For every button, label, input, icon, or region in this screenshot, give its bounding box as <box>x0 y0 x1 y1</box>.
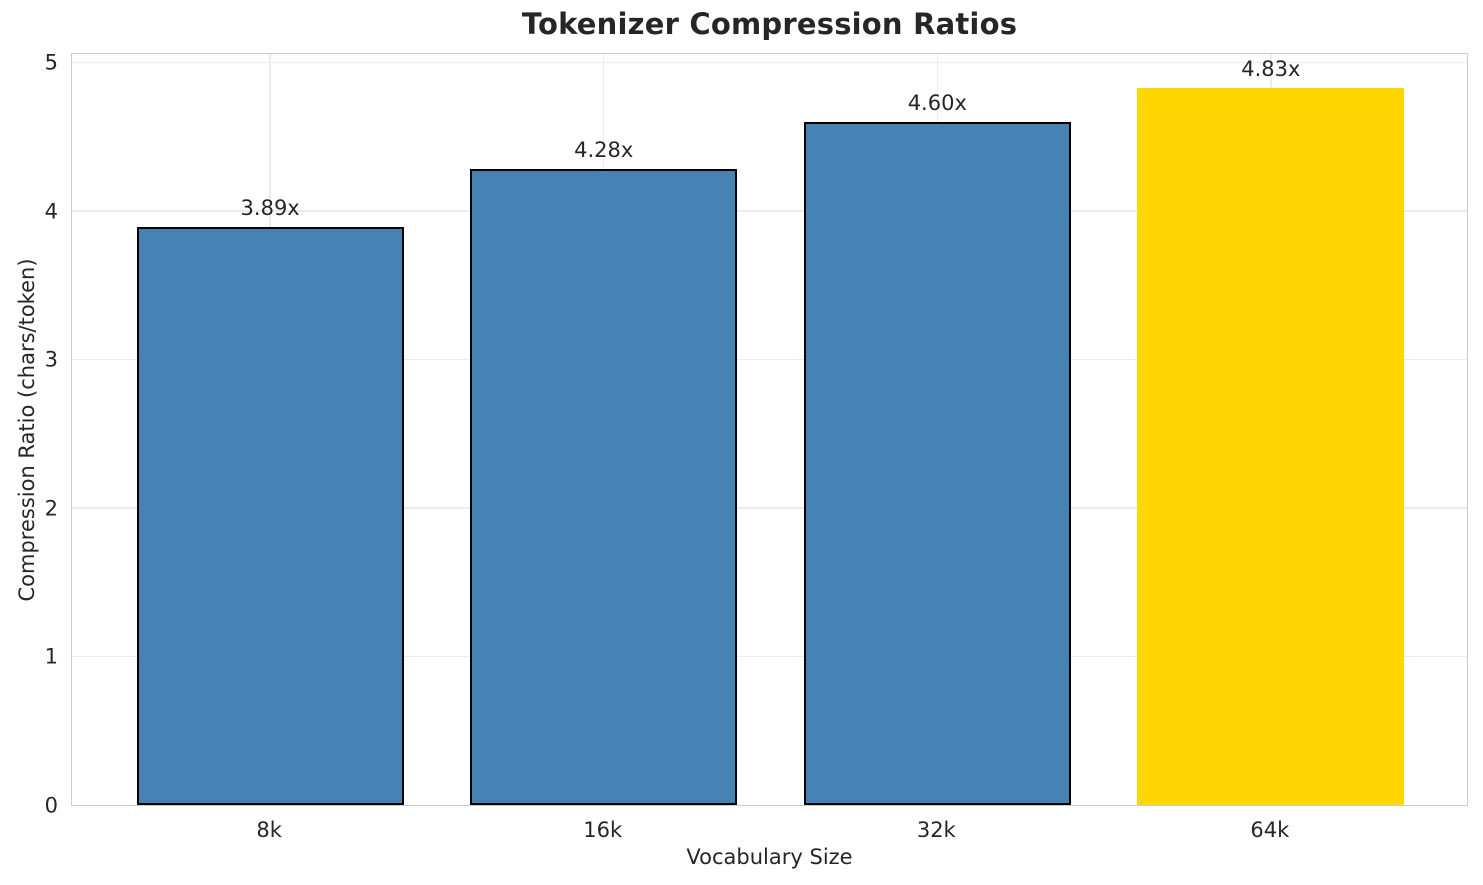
chart-title: Tokenizer Compression Ratios <box>521 7 1018 41</box>
y-tick-label-5: 5 <box>44 50 58 75</box>
x-axis-label: Vocabulary Size <box>686 845 853 869</box>
y-tick-label-0: 0 <box>44 793 58 818</box>
h-gridline-2 <box>72 507 1467 509</box>
x-tick-label-32k: 32k <box>916 818 956 842</box>
h-gridline-1 <box>72 655 1467 658</box>
y-tick-label-3: 3 <box>44 347 58 372</box>
bar-value-label-8k: 3.89x <box>240 196 300 221</box>
bar-32k <box>803 121 1071 805</box>
h-gridline-4 <box>72 210 1467 212</box>
h-gridline-5 <box>72 61 1467 64</box>
plot-area: 3.89x 4.28x 4.60x 4.83x <box>71 53 1468 806</box>
y-tick-label-1: 1 <box>44 644 58 669</box>
bar-value-label-32k: 4.60x <box>907 90 967 115</box>
y-tick-label-2: 2 <box>44 496 58 521</box>
h-gridline-3 <box>72 358 1467 361</box>
bar-value-label-16k: 4.28x <box>574 138 634 163</box>
y-axis-label: Compression Ratio (chars/token) <box>15 258 39 602</box>
x-tick-label-16k: 16k <box>583 818 623 842</box>
bar-16k <box>470 169 738 805</box>
bar-8k <box>136 227 404 805</box>
x-tick-label-8k: 8k <box>256 818 282 842</box>
bar-value-label-64k: 4.83x <box>1241 56 1301 81</box>
x-tick-label-64k: 64k <box>1250 818 1290 842</box>
y-tick-label-4: 4 <box>44 199 58 224</box>
bar-64k <box>1137 87 1405 805</box>
